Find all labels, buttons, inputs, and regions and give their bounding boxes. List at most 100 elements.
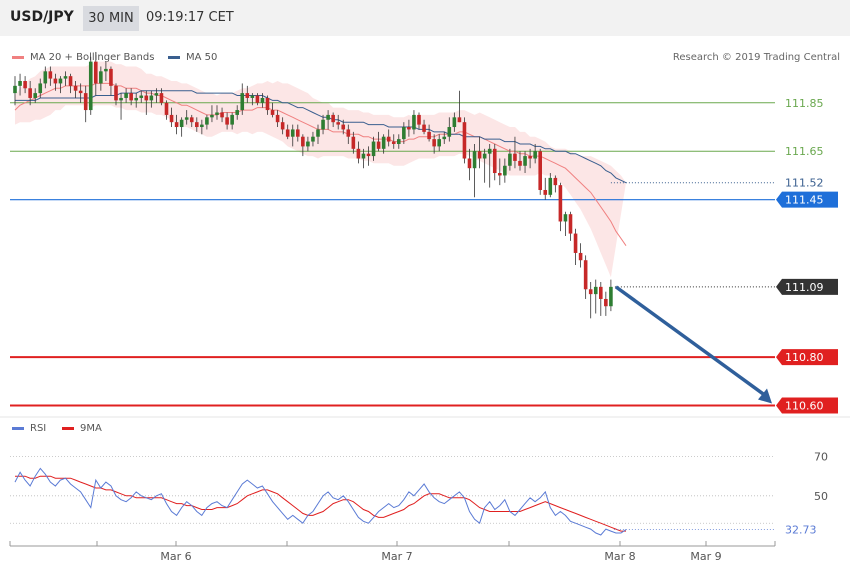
legend-bb: MA 20 + Bollinger Bands — [12, 52, 154, 63]
candle-body — [503, 165, 507, 176]
candle-body — [492, 148, 497, 174]
candle-body — [599, 286, 603, 299]
timeframe-button[interactable]: 30 MIN — [83, 6, 139, 31]
candle-body — [442, 136, 447, 140]
candle-body — [588, 289, 593, 295]
candle-body — [83, 93, 88, 111]
candle-body — [336, 122, 340, 125]
legend-swatch-ma50 — [168, 55, 180, 59]
rsi-current-label: 32.73 — [785, 524, 817, 537]
candle-body — [220, 112, 224, 118]
legend-rsi: RSI — [12, 423, 46, 434]
candle-body — [518, 160, 522, 166]
candle-body — [240, 93, 245, 111]
candle-body — [275, 114, 280, 123]
candle-body — [195, 122, 199, 128]
level-label-111.85: 111.85 — [785, 97, 824, 110]
candle-body — [437, 139, 441, 147]
candle-body — [568, 214, 573, 234]
candle-body — [205, 117, 209, 125]
candle-body — [104, 68, 108, 72]
candle-body — [341, 124, 346, 130]
candle-body — [38, 83, 43, 94]
level-label-111.09: 111.09 — [785, 281, 824, 294]
candle-body — [13, 85, 17, 94]
candle-body — [412, 114, 416, 130]
candle-body — [114, 85, 118, 101]
candle-body — [397, 139, 401, 144]
projection-arrow-head — [758, 388, 772, 404]
symbol-label: USD/JPY — [10, 9, 74, 25]
candle-body — [250, 95, 255, 98]
candle-body — [321, 119, 325, 130]
candle-body — [215, 112, 219, 115]
candle-body — [427, 131, 431, 140]
candle-body — [467, 158, 472, 169]
chart-header: USD/JPY 30 MIN 09:19:17 CET — [0, 0, 850, 36]
level-label-111.65: 111.65 — [785, 145, 824, 158]
candle-body — [109, 68, 113, 86]
candle-body — [225, 117, 229, 125]
legend-swatch-bb — [12, 55, 24, 59]
legend-rsi-label: RSI — [30, 423, 47, 434]
candle-body — [301, 136, 305, 147]
candle-body — [316, 129, 320, 137]
x-tick-label: Mar 7 — [381, 550, 412, 563]
candle-body — [508, 153, 512, 166]
candle-body — [290, 129, 295, 137]
candle-body — [48, 71, 53, 79]
candle-body — [523, 156, 527, 166]
candle-body — [18, 81, 22, 86]
candle-body — [270, 110, 275, 115]
candle-body — [139, 95, 144, 98]
candle-body — [558, 185, 563, 222]
candle-body — [402, 127, 406, 140]
candle-body — [189, 117, 194, 123]
candle-body — [472, 151, 477, 169]
candle-body — [528, 156, 532, 159]
candle-body — [361, 153, 366, 159]
candle-body — [609, 286, 613, 307]
candle-body — [184, 117, 189, 120]
rsi-tick-50: 50 — [814, 490, 828, 503]
candle-body — [346, 129, 351, 137]
candle-body — [366, 153, 371, 157]
x-tick-label: Mar 6 — [160, 550, 191, 563]
candle-body — [513, 153, 517, 161]
candle-body — [33, 93, 37, 98]
level-label-111.45: 111.45 — [785, 194, 824, 207]
level-tag-111.45 — [776, 191, 838, 208]
candle-body — [129, 93, 133, 101]
candle-body — [43, 71, 48, 84]
candle-body — [68, 76, 73, 86]
candle-body — [407, 127, 411, 130]
candle-body — [376, 141, 381, 149]
timestamp: 09:19:17 CET — [146, 10, 234, 25]
candle-body — [73, 85, 78, 91]
candle-body — [477, 151, 482, 159]
candle-body — [28, 88, 32, 98]
candle-body — [154, 93, 159, 96]
candle-body — [94, 61, 98, 84]
candle-body — [245, 93, 250, 98]
projection-arrow — [614, 285, 766, 396]
legend-rsi-ma: 9MA — [62, 423, 102, 434]
candle-body — [538, 151, 542, 190]
rsi-line — [14, 467, 627, 536]
level-tag-110.80 — [776, 349, 838, 366]
candle-body — [144, 95, 149, 101]
legend-swatch-rsi-ma — [62, 426, 74, 430]
candle-body — [311, 136, 315, 142]
bollinger-band-area — [15, 61, 626, 278]
candle-body — [543, 189, 548, 195]
rsi-tick-70: 70 — [814, 451, 828, 464]
candle-body — [124, 93, 128, 98]
candle-body — [255, 95, 260, 103]
candle-body — [169, 114, 174, 123]
x-tick-label: Mar 8 — [604, 550, 635, 563]
candle-body — [447, 127, 452, 137]
candle-body — [553, 177, 558, 186]
candle-body — [306, 141, 310, 147]
candle-body — [452, 117, 457, 128]
